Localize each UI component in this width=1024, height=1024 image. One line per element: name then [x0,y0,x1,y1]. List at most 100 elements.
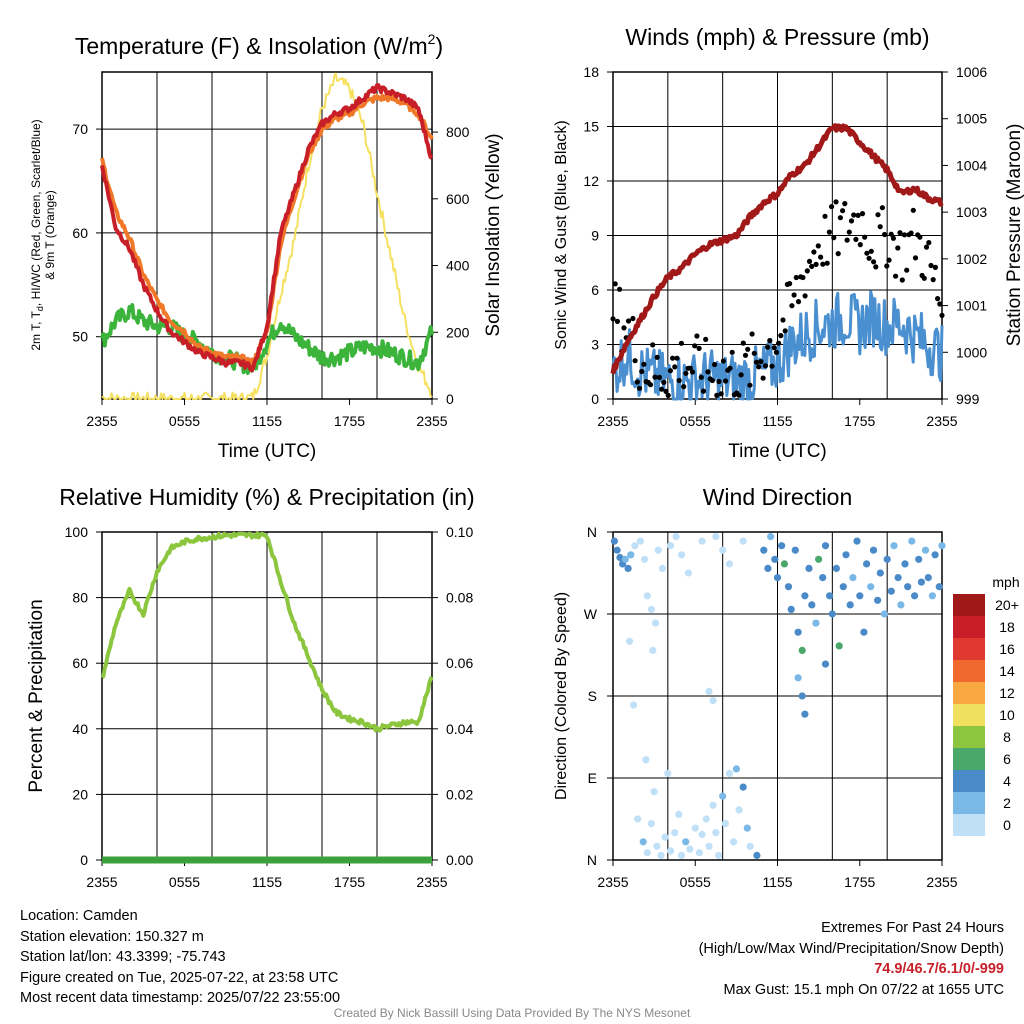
gust-point [820,261,826,267]
chart-title: Wind Direction [703,484,853,510]
direction-point [647,605,656,614]
colorbar-label: 10 [999,707,1015,723]
direction-point [636,537,645,545]
extremes-values: 74.9/46.7/6.1/0/-999 [874,961,1004,977]
colorbar-swatch [953,770,985,792]
gust-point [634,379,640,385]
gust-point [773,349,780,355]
direction-point [686,845,694,853]
gust-point [864,250,870,256]
colorbar-swatch [953,814,985,836]
y-tick-label: 12 [583,173,599,189]
direction-point [767,533,775,541]
y-axis-label-sub: d [35,306,45,311]
y2-tick-label: 600 [446,191,470,207]
gust-point [848,218,855,224]
y-tick-label: 40 [72,721,88,737]
elevation-text: Station elevation: 150.327 m [20,928,204,945]
direction-point [743,824,751,832]
y2-tick-label: 0.08 [446,590,473,606]
gust-point [709,377,716,384]
gust-point [778,333,784,339]
colorbar-swatch [953,704,985,726]
gust-point [840,208,846,214]
gust-point [762,363,769,369]
series-line-2m-temp [100,83,434,373]
direction-point [894,574,902,582]
direction-point [794,628,802,636]
direction-point [739,783,747,791]
direction-point [839,583,847,591]
gust-point [829,204,835,210]
direction-point [657,851,665,860]
gust-point [928,262,934,269]
y2-tick-label: 800 [446,124,470,140]
direction-point [853,537,861,545]
y-tick-label: 80 [72,590,88,606]
series-line-rh [100,531,434,733]
direction-point [794,674,802,682]
direction-point [677,551,686,559]
gust-point [756,364,762,370]
colorbar-label: 0 [1003,817,1011,833]
direction-point [867,583,875,591]
direction-point [621,555,629,563]
colorbar-swatch [953,792,985,814]
x-tick-label: 1155 [762,874,792,890]
direction-point [821,660,830,668]
gust-point [857,242,863,248]
gust-point [738,372,744,378]
direction-point [661,833,669,841]
direction-point [664,769,672,778]
colorbar-title: mph [992,574,1019,590]
y-axis-label: Sonic Wind & Gust (Blue, Black) [553,120,570,349]
y2-tick-label: 1006 [956,64,987,80]
gust-point [652,374,658,380]
chart-title: Winds (mph) & Pressure (mb) [625,24,929,50]
direction-point [725,769,734,778]
y2-tick-label: 1001 [956,298,987,314]
series-line-pressure [610,123,944,375]
chart-title-sup: 2 [428,31,436,47]
gust-point [804,268,810,274]
y2-axis-label-group: Station Pressure (Maroon) [1004,124,1024,347]
direction-point [832,564,841,573]
y2-tick-label: 0.02 [446,786,473,802]
gust-point [617,286,623,292]
gust-point [842,201,848,207]
gust-point [670,355,676,361]
gust-point [890,235,897,241]
gust-point [789,303,795,309]
direction-point [624,564,632,573]
gust-point [723,378,729,384]
chart-title: Temperature (F) & Insolation (W/m2) [75,31,443,59]
gust-point [793,274,799,281]
gust-point [716,378,722,385]
gust-point [923,244,930,250]
gust-point [926,240,932,246]
direction-point [778,542,786,550]
y2-tick-label: 1003 [956,204,987,220]
direction-point [835,642,843,650]
gust-point [718,391,724,397]
gust-point [780,317,786,323]
gust-point [694,333,700,339]
y2-axis-label: Solar Insolation (Yellow) [483,133,504,336]
gust-point [884,263,890,269]
x-tick-label: 0555 [169,413,200,429]
gust-point [930,277,936,283]
x-tick-label: 1755 [844,413,875,429]
y-tick-label: 60 [72,655,88,671]
direction-point [915,555,923,563]
gust-point [912,255,919,261]
direction-point [846,601,854,609]
gust-point [846,229,852,235]
direction-point [677,851,686,860]
direction-point [640,555,649,563]
gust-point [771,345,777,351]
direction-point [798,692,806,700]
gust-point [809,263,815,269]
gust-point [665,392,671,398]
direction-point [695,849,704,857]
x-tick-label: 1755 [334,874,365,890]
